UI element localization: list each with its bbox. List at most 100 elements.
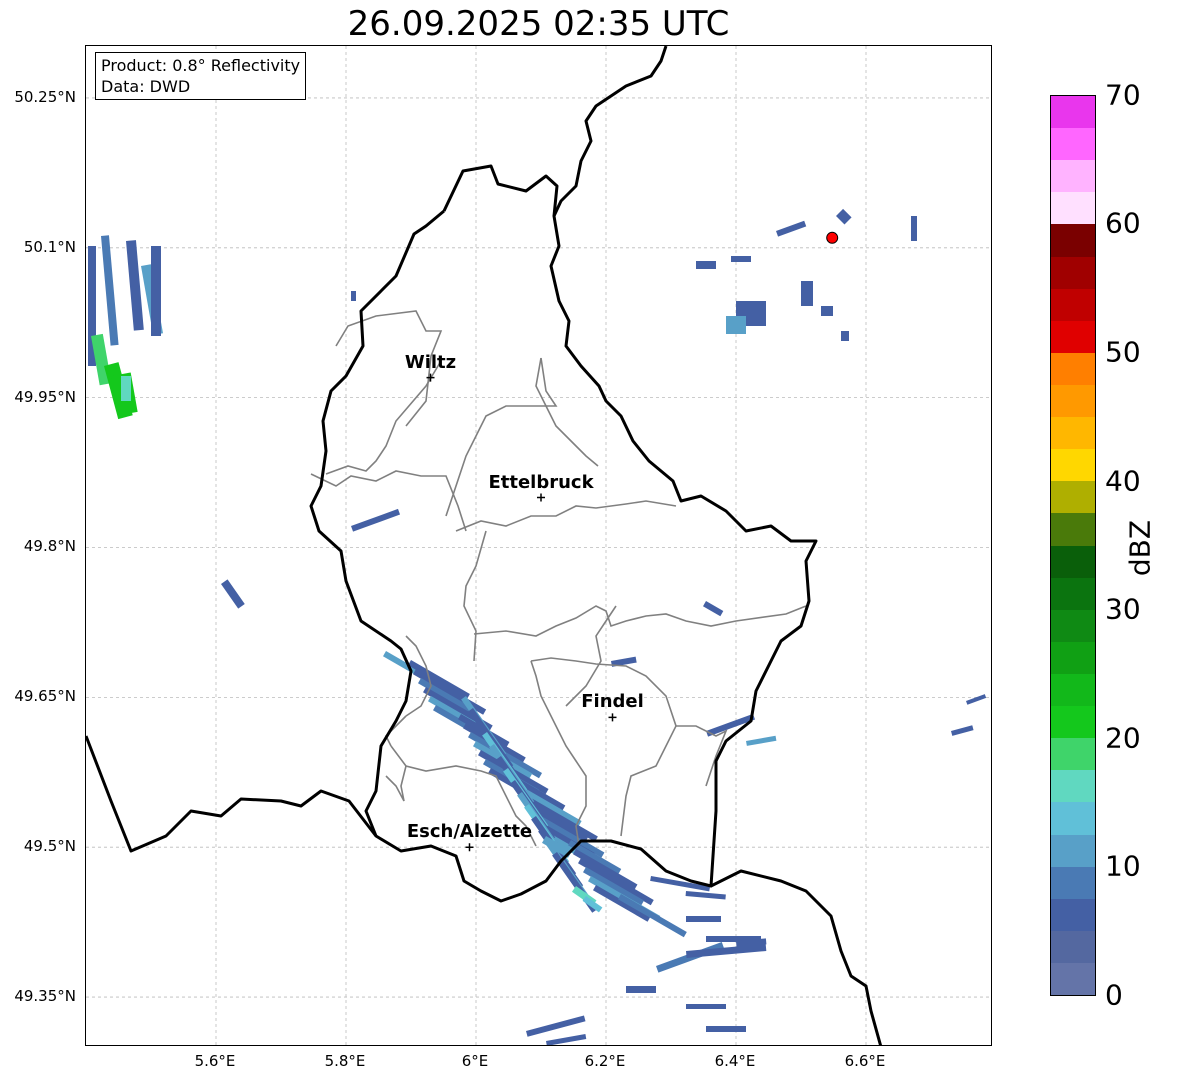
radar-echo bbox=[686, 944, 767, 958]
colorbar-bin bbox=[1051, 930, 1095, 963]
colorbar-tick: 20 bbox=[1105, 721, 1141, 755]
radar-echo bbox=[518, 786, 582, 827]
lat-tick-label: 49.5°N bbox=[23, 837, 76, 856]
radar-echo bbox=[702, 601, 724, 617]
lon-tick-label: 6.4°E bbox=[714, 1052, 756, 1070]
radar-site-marker bbox=[826, 231, 839, 244]
radar-echo bbox=[966, 694, 987, 705]
radar-echo bbox=[408, 660, 470, 700]
lat-tick-label: 49.35°N bbox=[14, 987, 76, 1006]
radar-echo bbox=[513, 777, 566, 811]
radar-echo bbox=[573, 849, 638, 890]
colorbar-bin bbox=[1051, 417, 1095, 450]
city-label: Wiltz bbox=[404, 351, 457, 373]
radar-echo bbox=[706, 713, 756, 737]
colorbar-bin bbox=[1051, 898, 1095, 931]
lat-tick-label: 49.65°N bbox=[14, 687, 76, 706]
radar-echo bbox=[746, 735, 777, 746]
colorbar-bin bbox=[1051, 128, 1095, 161]
radar-echo bbox=[611, 656, 637, 667]
city-marker-icon bbox=[537, 493, 545, 502]
radar-echo bbox=[731, 256, 751, 262]
radar-echo bbox=[736, 938, 767, 947]
colorbar-bin bbox=[1051, 224, 1095, 257]
city-label: Ettelbruck bbox=[488, 471, 594, 493]
lat-tick-label: 50.25°N bbox=[14, 87, 76, 106]
radar-echo bbox=[532, 813, 605, 858]
lon-tick-label: 6.6°E bbox=[844, 1052, 886, 1070]
city-label: Esch/Alzette bbox=[406, 821, 533, 843]
colorbar-tick: 10 bbox=[1105, 849, 1141, 883]
colorbar-tick: 0 bbox=[1105, 978, 1123, 1012]
canton-borders bbox=[310, 310, 807, 847]
lon-tick-label: 6°E bbox=[461, 1052, 489, 1070]
colorbar-bin bbox=[1051, 802, 1095, 835]
colorbar-tick: 60 bbox=[1105, 206, 1141, 240]
colorbar-bin bbox=[1051, 352, 1095, 385]
radar-echo bbox=[593, 885, 651, 922]
colorbar-bin bbox=[1051, 160, 1095, 193]
radar-echo bbox=[525, 1015, 586, 1037]
city-marker-icon bbox=[608, 713, 617, 722]
radar-echo bbox=[351, 508, 401, 532]
colorbar-tick: 70 bbox=[1105, 78, 1141, 112]
german-belgian-border bbox=[552, 46, 668, 217]
radar-echo bbox=[836, 208, 852, 225]
radar-echo bbox=[951, 725, 974, 736]
colorbar-bin bbox=[1051, 866, 1095, 899]
radar-echo bbox=[685, 890, 726, 900]
radar-echo bbox=[726, 316, 746, 334]
city-marker-icon bbox=[465, 843, 474, 852]
colorbar-bin bbox=[1051, 770, 1095, 803]
radar-echo bbox=[686, 916, 721, 922]
lon-tick-label: 6.2°E bbox=[584, 1052, 626, 1070]
radar-echo bbox=[776, 220, 807, 237]
data-source-label: Data: DWD bbox=[101, 77, 191, 96]
colorbar-bin bbox=[1051, 449, 1095, 482]
colorbar-bin bbox=[1051, 288, 1095, 321]
radar-echo bbox=[542, 836, 572, 858]
radar-echo bbox=[578, 857, 654, 906]
radar-echoes bbox=[88, 208, 987, 1045]
colorbar-bin bbox=[1051, 706, 1095, 739]
colorbar bbox=[1050, 95, 1096, 996]
colorbar-tick: 40 bbox=[1105, 464, 1141, 498]
colorbar-bin bbox=[1051, 481, 1095, 514]
radar-echo bbox=[221, 579, 245, 609]
map-canvas bbox=[86, 46, 991, 1045]
radar-echo bbox=[706, 936, 761, 942]
city-marker-icon bbox=[426, 373, 435, 382]
radar-echo bbox=[801, 281, 813, 306]
german-french-border bbox=[710, 869, 883, 1045]
colorbar-bin bbox=[1051, 320, 1095, 353]
product-label: Product: 0.8° Reflectivity bbox=[101, 56, 301, 75]
city-label: Findel bbox=[581, 691, 644, 713]
colorbar-bin bbox=[1051, 738, 1095, 771]
colorbar-bin bbox=[1051, 577, 1095, 610]
radar-echo bbox=[88, 246, 96, 366]
radar-echo bbox=[523, 795, 598, 842]
colorbar-label: dBZ bbox=[1123, 519, 1157, 577]
radar-echo bbox=[706, 1026, 746, 1032]
gridlines bbox=[86, 46, 991, 1045]
city-markers bbox=[426, 373, 617, 852]
radar-echo bbox=[568, 840, 622, 875]
radar-echo bbox=[618, 893, 687, 938]
colorbar-bin bbox=[1051, 96, 1095, 129]
lon-tick-label: 5.6°E bbox=[194, 1052, 236, 1070]
radar-map: Product: 0.8° Reflectivity Data: DWD Wil… bbox=[85, 45, 992, 1046]
colorbar-bin bbox=[1051, 673, 1095, 707]
radar-echo bbox=[351, 291, 356, 301]
radar-echo bbox=[626, 986, 656, 993]
radar-echo bbox=[650, 875, 711, 892]
colorbar-tick: 50 bbox=[1105, 335, 1141, 369]
colorbar-bin bbox=[1051, 192, 1095, 225]
radar-echo bbox=[696, 261, 716, 269]
radar-echo bbox=[582, 896, 603, 913]
radar-echo bbox=[583, 867, 645, 906]
belgian-french-border bbox=[86, 735, 378, 853]
radar-echo bbox=[101, 235, 119, 346]
radar-echo bbox=[418, 678, 477, 716]
lat-tick-label: 49.8°N bbox=[23, 537, 76, 556]
radar-echo bbox=[151, 246, 161, 336]
